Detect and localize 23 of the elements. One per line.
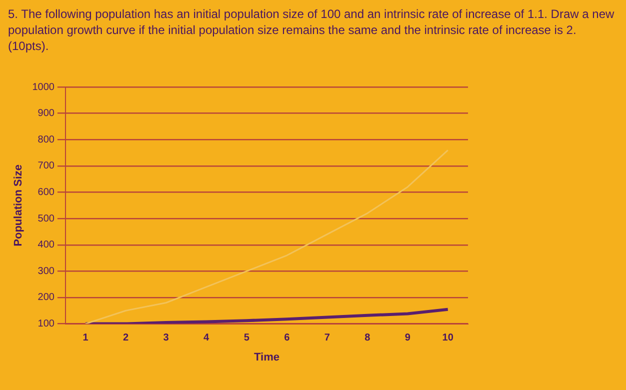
x-axis-title: Time [254, 351, 280, 364]
x-tick-label: 6 [284, 332, 290, 344]
x-tick-label: 10 [442, 332, 454, 344]
y-tick-label: 300 [38, 266, 55, 277]
x-tick-label: 7 [324, 332, 330, 344]
x-tick-label: 2 [123, 332, 130, 344]
y-tick-label: 100 [38, 318, 55, 330]
x-tick-label: 1 [82, 332, 89, 344]
y-tick-label: 700 [38, 160, 55, 172]
y-tick-label: 600 [38, 186, 55, 198]
y-tick-label: 1000 [32, 82, 55, 93]
x-tick-label: 8 [364, 332, 371, 344]
y-tick-label: 400 [38, 240, 55, 251]
x-tick-label: 3 [163, 332, 170, 344]
y-tick-label: 800 [38, 134, 55, 146]
chart-title: 5. The following population has an initial population size of 100 and an intrinsic rate of increase of 1.1. Draw a new population growth curve if the initial population size remains the same and the intrinsic rate of increase is 2. (10pts). [8, 6, 616, 54]
y-tick-label: 500 [38, 213, 55, 224]
x-tick-label: 5 [244, 332, 250, 344]
x-tick-label: 9 [404, 332, 411, 344]
y-tick-label: 900 [38, 108, 55, 120]
x-tick-label: 4 [204, 332, 210, 344]
y-tick-label: 200 [38, 292, 55, 304]
y-axis-title: Population Size [12, 164, 25, 246]
